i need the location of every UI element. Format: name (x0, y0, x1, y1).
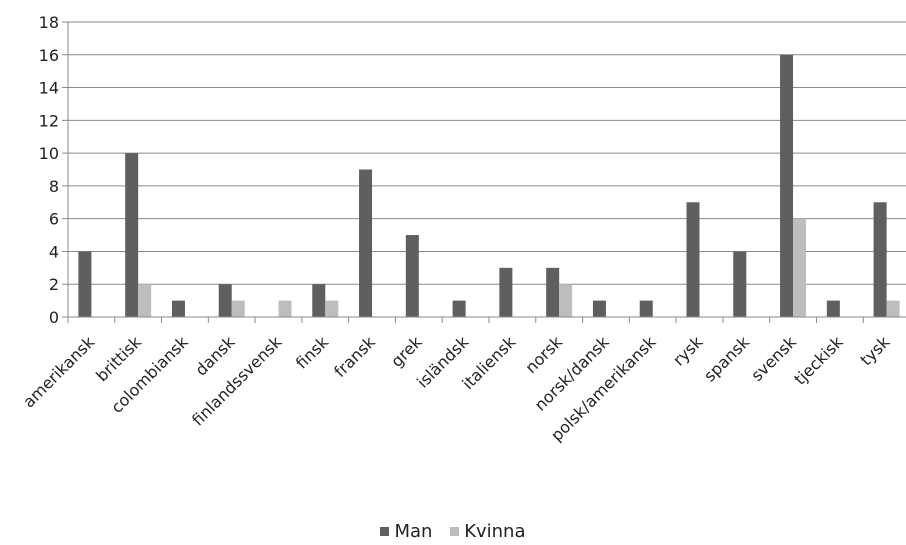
y-tick-label: 18 (39, 13, 59, 32)
y-tick-label: 16 (39, 46, 59, 65)
y-tick-label: 6 (49, 210, 59, 229)
bar-kvinna (325, 300, 339, 317)
bar-man (359, 169, 373, 317)
bar-man (218, 284, 232, 317)
legend-label-man: Man (394, 521, 433, 542)
bar-man (405, 235, 419, 317)
x-tick-label: grek (387, 332, 426, 371)
bar-man (499, 267, 513, 317)
bar-kvinna (278, 300, 292, 317)
legend-swatch-kvinna (450, 527, 460, 536)
bar-man (826, 300, 840, 317)
x-tick-label: amerikansk (19, 332, 99, 412)
x-tick-label: tjeckisk (790, 332, 847, 389)
bar-man (125, 153, 139, 317)
x-tick-label: rysk (669, 332, 707, 370)
y-tick-label: 12 (39, 111, 59, 130)
x-tick-label: spansk (700, 332, 754, 386)
legend-item-man: Man (380, 521, 432, 542)
bar-kvinna (886, 300, 900, 317)
x-tick-label: finsk (292, 332, 333, 373)
y-tick-label: 2 (49, 275, 59, 294)
y-tick-label: 14 (39, 79, 59, 98)
bar-man (452, 300, 466, 317)
bar-man (733, 251, 747, 317)
legend-label-kvinna: Kvinna (464, 521, 526, 542)
x-tick-label: fransk (330, 332, 379, 381)
y-tick-label: 4 (49, 242, 59, 261)
y-tick-label: 8 (49, 177, 59, 196)
bar-man (592, 300, 606, 317)
legend: Man Kvinna (0, 520, 906, 542)
bar-man (171, 300, 185, 317)
x-tick-label: tysk (856, 332, 894, 370)
bar-kvinna (559, 284, 573, 317)
bar-man (780, 54, 794, 318)
bar-man (312, 284, 326, 317)
y-tick-label: 10 (39, 144, 59, 163)
y-tick-label: 0 (49, 308, 59, 327)
bar-man (78, 251, 92, 317)
bar-kvinna (231, 300, 245, 317)
bar-man (873, 202, 887, 317)
bar-man (639, 300, 653, 317)
bar-kvinna (793, 218, 807, 317)
legend-item-kvinna: Kvinna (450, 521, 526, 542)
bar-man (686, 202, 700, 317)
bar-kvinna (138, 284, 152, 317)
x-tick-label: norsk (521, 332, 566, 377)
bar-man (546, 267, 560, 317)
legend-swatch-man (380, 527, 390, 536)
